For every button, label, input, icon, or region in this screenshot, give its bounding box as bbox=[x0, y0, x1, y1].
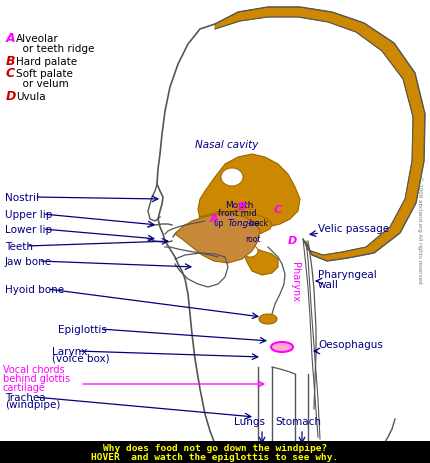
Text: Vocal chords: Vocal chords bbox=[3, 364, 64, 374]
Ellipse shape bbox=[241, 245, 258, 257]
Text: Nostril: Nostril bbox=[5, 193, 39, 202]
Ellipse shape bbox=[258, 314, 276, 324]
Text: Tongue: Tongue bbox=[227, 219, 260, 227]
Polygon shape bbox=[215, 8, 424, 262]
Text: Mouth: Mouth bbox=[224, 200, 253, 210]
Text: Upper lip: Upper lip bbox=[5, 210, 52, 219]
Text: B: B bbox=[6, 55, 15, 68]
Polygon shape bbox=[194, 212, 271, 238]
Text: HOVER  and watch the epiglottis to see why.: HOVER and watch the epiglottis to see wh… bbox=[91, 452, 338, 462]
Text: Larynx: Larynx bbox=[52, 346, 87, 356]
Text: Hard palate: Hard palate bbox=[16, 57, 77, 67]
FancyBboxPatch shape bbox=[0, 441, 430, 463]
Text: B: B bbox=[237, 201, 246, 212]
Text: (windpipe): (windpipe) bbox=[5, 399, 60, 409]
Text: cartilage: cartilage bbox=[3, 382, 46, 392]
Text: Hyoid bone: Hyoid bone bbox=[5, 284, 64, 294]
Text: D: D bbox=[6, 90, 16, 103]
Text: Nasal cavity: Nasal cavity bbox=[194, 140, 258, 150]
Text: -back: -back bbox=[247, 219, 268, 227]
Text: front mid: front mid bbox=[218, 208, 256, 218]
Text: Uvula: Uvula bbox=[16, 92, 46, 102]
Text: wall: wall bbox=[317, 279, 338, 289]
Text: root: root bbox=[244, 234, 260, 244]
Text: Lungs: Lungs bbox=[234, 416, 265, 426]
Ellipse shape bbox=[221, 169, 243, 187]
Text: Trachea: Trachea bbox=[5, 392, 46, 402]
Text: C: C bbox=[6, 67, 15, 80]
Text: Epiglottis: Epiglottis bbox=[58, 324, 107, 334]
Text: Alveolar: Alveolar bbox=[16, 34, 58, 44]
Text: or teeth ridge: or teeth ridge bbox=[16, 44, 94, 54]
Text: Velic passage: Velic passage bbox=[317, 224, 388, 233]
Text: Teeth: Teeth bbox=[5, 242, 33, 251]
Text: (voice box): (voice box) bbox=[52, 353, 109, 363]
Text: Oesophagus: Oesophagus bbox=[317, 339, 382, 349]
Text: Why does food not go down the windpipe?: Why does food not go down the windpipe? bbox=[103, 444, 326, 452]
Text: behind glottis: behind glottis bbox=[3, 373, 70, 383]
Text: © 2009 abcland.org All rights reserved: © 2009 abcland.org All rights reserved bbox=[416, 176, 422, 283]
Ellipse shape bbox=[270, 342, 292, 352]
Text: Jaw bone: Jaw bone bbox=[5, 257, 52, 266]
Text: tip: tip bbox=[214, 219, 224, 227]
Text: Soft palate: Soft palate bbox=[16, 69, 73, 79]
Polygon shape bbox=[175, 214, 259, 263]
Text: Pharynx: Pharynx bbox=[289, 262, 299, 301]
Text: C: C bbox=[273, 205, 282, 214]
Text: A: A bbox=[6, 32, 15, 45]
Text: Lower lip: Lower lip bbox=[5, 225, 52, 234]
Text: A: A bbox=[209, 213, 218, 224]
Text: Stomach: Stomach bbox=[274, 416, 320, 426]
Polygon shape bbox=[197, 155, 299, 275]
Text: Pharyngeal: Pharyngeal bbox=[317, 269, 376, 279]
Text: or velum: or velum bbox=[16, 79, 69, 89]
Text: D: D bbox=[287, 236, 297, 245]
